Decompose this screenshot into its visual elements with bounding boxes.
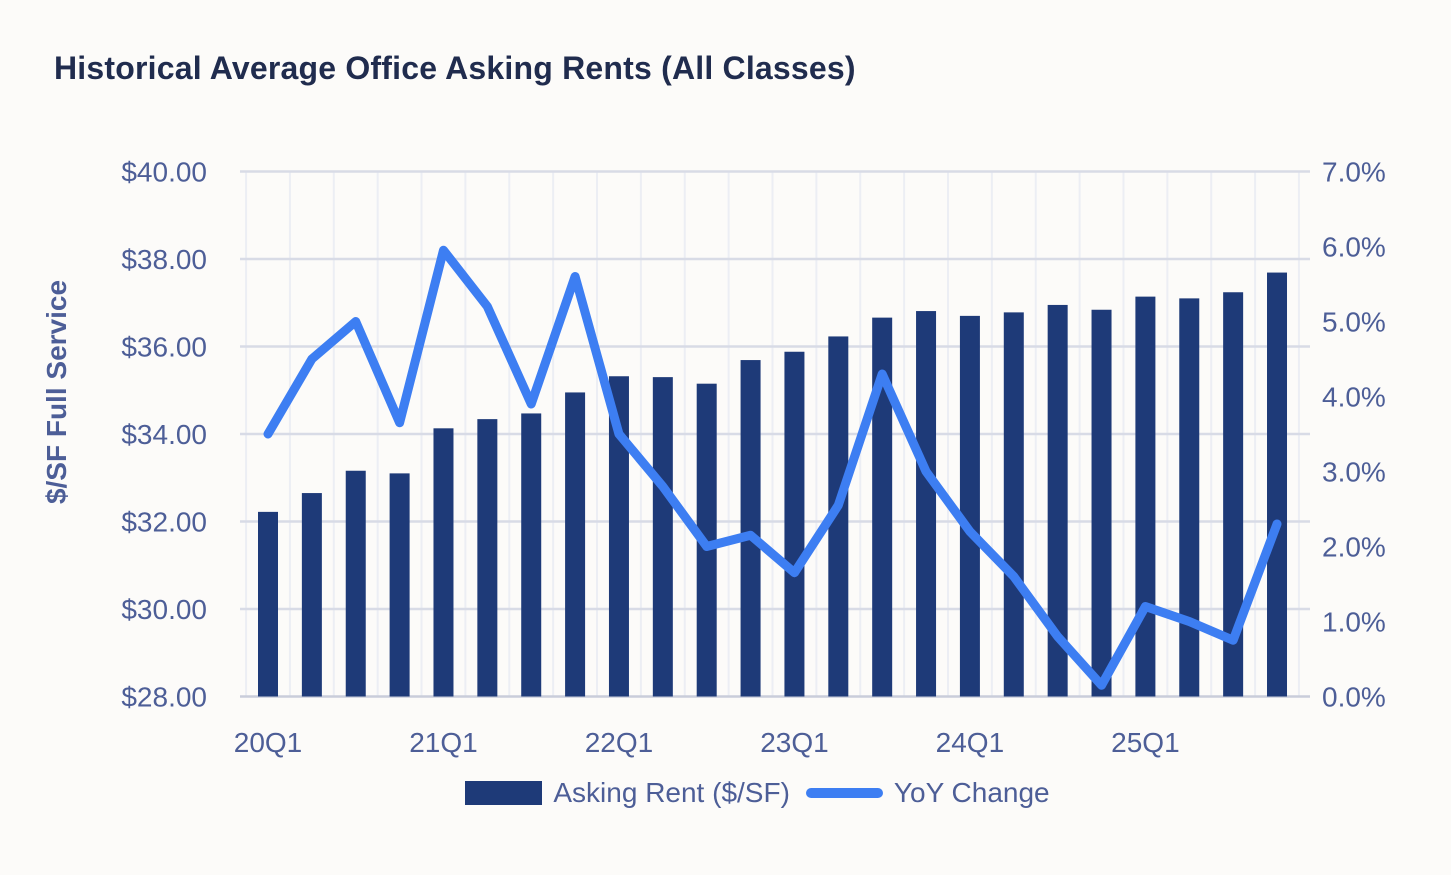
bar — [1223, 292, 1244, 697]
bar — [1135, 296, 1156, 697]
chart-title: Historical Average Office Asking Rents (… — [54, 50, 856, 86]
left-axis-tick-label: $38.00 — [121, 244, 207, 275]
left-axis-tick-label: $34.00 — [121, 419, 207, 450]
left-axis-tick-labels: $28.00 $30.00 $32.00 $34.00 $36.00 $38.00 $40.… — [121, 157, 207, 713]
right-axis-tick-label: 6.0% — [1322, 232, 1386, 263]
right-axis-tick-label: 5.0% — [1322, 307, 1386, 338]
left-axis-tick-label: $30.00 — [121, 594, 207, 625]
bar — [1267, 272, 1288, 697]
yoy-change-line — [263, 245, 1282, 690]
bar — [784, 351, 805, 697]
legend-item-yoy-change: YoY Change — [805, 777, 1050, 809]
x-axis-tick-label: 20Q1 — [234, 727, 303, 758]
x-axis-tick-label: 25Q1 — [1111, 727, 1180, 758]
x-axis-tick-label: 23Q1 — [760, 727, 829, 758]
asking-rent-bars — [258, 272, 1288, 697]
left-axis-tick-label: $32.00 — [121, 507, 207, 538]
left-axis-tick-label: $28.00 — [121, 682, 207, 713]
asking-rent-legend-label: Asking Rent ($/SF) — [553, 777, 790, 808]
bar — [872, 317, 893, 697]
bar — [565, 392, 586, 697]
bar — [301, 493, 322, 697]
asking-rent-swatch — [465, 781, 543, 805]
legend-item-asking-rent: Asking Rent ($/SF) — [465, 777, 790, 809]
bar — [1179, 298, 1200, 697]
bar — [652, 377, 673, 697]
x-axis-tick-label: 21Q1 — [409, 727, 478, 758]
bar — [959, 315, 980, 697]
x-axis-tick-label: 24Q1 — [936, 727, 1005, 758]
bar — [477, 419, 498, 697]
bar — [1091, 309, 1112, 697]
left-axis-tick-label: $36.00 — [121, 332, 207, 363]
right-axis-tick-label: 2.0% — [1322, 532, 1386, 563]
right-axis-tick-label: 1.0% — [1322, 607, 1386, 638]
left-axis-tick-label: $40.00 — [121, 157, 207, 188]
bar — [1003, 312, 1024, 697]
bar — [916, 311, 937, 697]
legend: Asking Rent ($/SF) YoY Change — [100, 776, 1415, 810]
bar — [608, 376, 629, 697]
right-axis-tick-label: 3.0% — [1322, 457, 1386, 488]
bar — [521, 413, 542, 697]
bar — [258, 511, 278, 697]
yoy-change-legend-label: YoY Change — [893, 777, 1050, 808]
yoy-change-swatch — [805, 788, 883, 798]
right-axis-tick-label: 7.0% — [1322, 157, 1386, 188]
x-axis-tick-labels: 20Q1 21Q1 22Q1 23Q1 24Q1 25Q1 — [234, 727, 1180, 758]
right-axis-tick-labels: 0.0% 1.0% 2.0% 3.0% 4.0% 5.0% 6.0% 7.0% — [1322, 157, 1386, 713]
right-axis-tick-label: 4.0% — [1322, 382, 1386, 413]
bar — [433, 428, 454, 697]
bar — [345, 470, 366, 697]
bar — [1047, 304, 1068, 697]
bar — [740, 360, 761, 697]
bar — [828, 336, 849, 697]
x-axis-tick-label: 22Q1 — [585, 727, 654, 758]
right-axis-tick-label: 0.0% — [1322, 682, 1386, 713]
bar — [389, 473, 410, 697]
